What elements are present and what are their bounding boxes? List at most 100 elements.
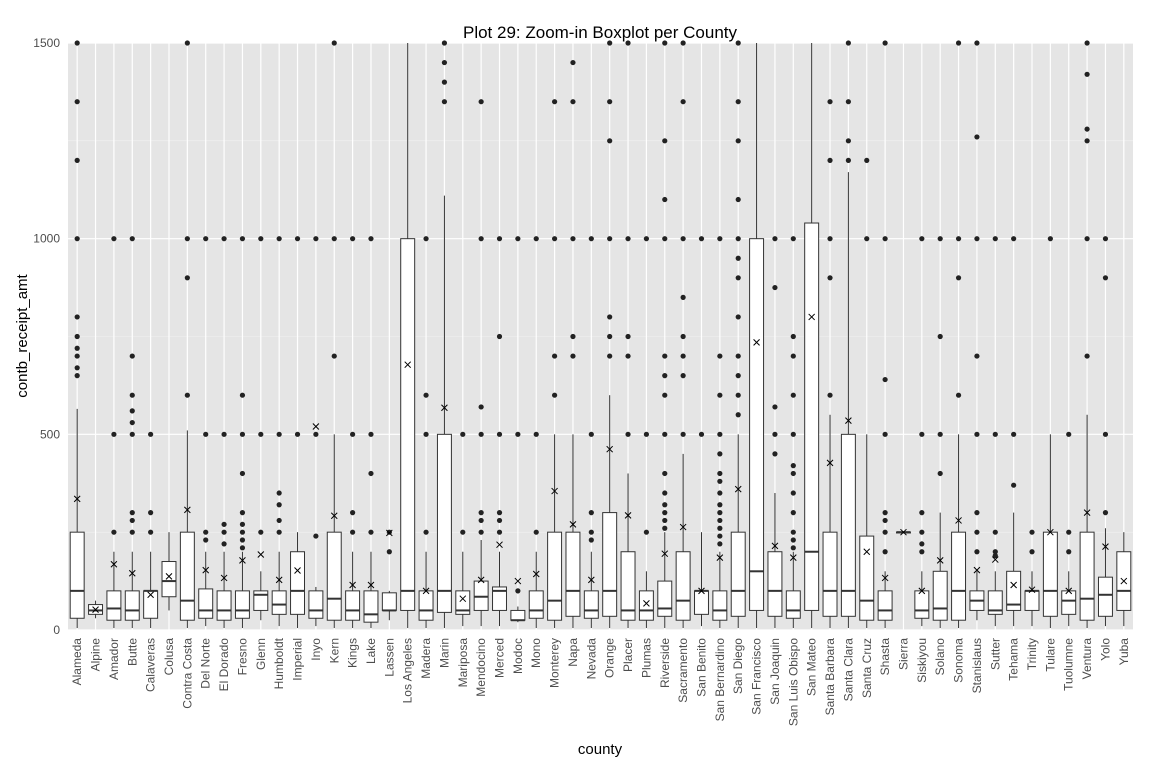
outlier-point — [937, 333, 943, 340]
outlier-point — [478, 431, 484, 437]
x-tick-labels: Alameda Alpine Amador Butte Calaveras Colusa C… — [70, 637, 1131, 726]
outlier-point — [588, 509, 594, 516]
x-tick-label: Orange — [603, 638, 617, 678]
box-santa-cruz — [859, 157, 875, 629]
outlier-point — [698, 431, 705, 437]
box-body — [418, 590, 434, 621]
outlier-point — [239, 521, 246, 527]
box-body — [565, 531, 581, 617]
outlier-point — [1011, 482, 1017, 488]
box-sutter — [987, 236, 1003, 627]
box-body — [804, 222, 820, 611]
outlier-point — [239, 529, 246, 535]
outlier-point — [1066, 529, 1072, 535]
outlier-point — [423, 431, 429, 437]
outlier-point — [882, 40, 888, 46]
box-body — [1024, 590, 1040, 611]
x-tick-label: Calaveras — [144, 638, 158, 692]
box-body — [914, 590, 930, 619]
outlier-point — [974, 549, 980, 555]
outlier-point — [882, 517, 888, 524]
box-body — [822, 531, 838, 617]
box-body — [198, 588, 214, 619]
box-body — [785, 590, 801, 619]
outlier-point — [570, 59, 576, 66]
mean-marker — [239, 556, 246, 564]
outlier-point — [203, 529, 209, 535]
outlier-point — [717, 236, 723, 242]
box-body — [492, 586, 507, 611]
outlier-point — [790, 236, 796, 242]
outlier-point — [496, 431, 503, 437]
outlier-point — [294, 236, 301, 242]
box-butte — [124, 236, 140, 629]
outlier-point — [625, 353, 631, 359]
outlier-point — [74, 345, 80, 351]
outlier-point — [955, 275, 962, 281]
outlier-point — [680, 294, 686, 300]
outlier-point — [129, 236, 135, 242]
outlier-point — [276, 529, 282, 535]
x-tick-label: Mariposa — [456, 638, 470, 688]
outlier-point — [221, 521, 227, 527]
outlier-point — [74, 236, 80, 242]
box-body — [730, 531, 746, 617]
outlier-point — [643, 431, 650, 437]
outlier-point — [607, 314, 613, 320]
outlier-point — [515, 431, 521, 437]
outlier-point — [386, 549, 392, 555]
x-tick-label: Fresno — [235, 638, 249, 676]
outlier-point — [772, 451, 778, 457]
box-imperial — [290, 236, 306, 629]
box-orange — [602, 40, 618, 629]
x-tick-label: Glenn — [254, 638, 268, 670]
outlier-point — [662, 40, 668, 46]
outlier-point — [258, 529, 264, 535]
x-tick-label: San Bernardino — [713, 638, 727, 722]
outlier-point — [533, 529, 539, 535]
x-tick-label: Napa — [566, 638, 580, 667]
outlier-point — [551, 353, 558, 359]
x-tick-label: Tuolumne — [1062, 638, 1076, 691]
outlier-point — [974, 431, 980, 437]
box-kern — [326, 40, 342, 629]
outlier-point — [515, 588, 521, 594]
mean-marker — [275, 576, 283, 584]
outlier-point — [827, 236, 833, 242]
outlier-point — [478, 404, 484, 410]
outlier-point — [790, 431, 796, 437]
outlier-point — [625, 333, 631, 340]
outlier-point — [350, 431, 356, 437]
outlier-point — [882, 549, 888, 555]
box-san-diego — [730, 40, 746, 629]
outlier-point — [717, 431, 723, 437]
outlier-point — [239, 509, 246, 516]
outlier-point — [717, 392, 723, 398]
outlier-point — [772, 284, 778, 291]
outlier-point — [735, 40, 741, 46]
outlier-point — [1102, 236, 1109, 242]
outlier-point — [974, 509, 980, 516]
outlier-point — [221, 529, 227, 535]
box-merced — [492, 236, 507, 627]
outlier-point — [790, 353, 796, 359]
outlier-point — [276, 431, 282, 437]
outlier-point — [717, 478, 723, 484]
box-body — [326, 531, 342, 621]
mean-marker — [147, 591, 154, 599]
x-tick-label: Tehama — [1007, 638, 1021, 681]
box-monterey — [547, 99, 563, 629]
x-tick-label: Ventura — [1080, 638, 1094, 680]
outlier-point — [258, 431, 264, 437]
y-tick-label: 1000 — [33, 232, 60, 246]
mean-marker — [1102, 543, 1109, 550]
mean-marker — [1028, 586, 1036, 594]
outlier-point — [790, 509, 796, 516]
box-plumas — [638, 236, 654, 629]
outlier-point — [662, 525, 668, 531]
box-san-francisco — [749, 43, 765, 629]
outlier-point — [772, 404, 778, 410]
outlier-point — [735, 236, 741, 242]
outlier-point — [827, 275, 833, 281]
outlier-point — [148, 509, 154, 516]
